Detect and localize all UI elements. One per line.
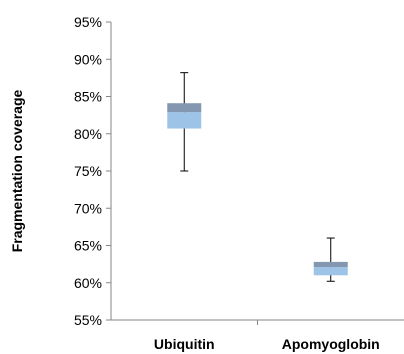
x-category-label: Ubiquitin (154, 336, 215, 352)
box-upper-quartile (313, 261, 348, 268)
y-tick-label: 70% (74, 200, 102, 216)
axis-layer (110, 22, 404, 321)
y-tick-label: 90% (74, 51, 102, 67)
x-category-labels: Ubiquitin Apomyoglobin (154, 336, 380, 352)
y-tick-label: 65% (74, 238, 102, 254)
box-lower-quartile (167, 112, 202, 129)
y-tick-label: 80% (74, 126, 102, 142)
y-tick-label: 75% (74, 163, 102, 179)
y-tick-label: 95% (74, 14, 102, 30)
box-upper-quartile (167, 103, 202, 113)
y-ticks: 55% 60% 65% 70% 75% 80% 85% 90% 95% (74, 14, 111, 328)
boxes (167, 72, 348, 325)
y-tick-label: 55% (74, 312, 102, 328)
x-category-label: Apomyoglobin (282, 336, 380, 352)
y-tick-label: 85% (74, 89, 102, 105)
y-tick-label: 60% (74, 275, 102, 291)
y-axis-title: Fragmentation coverage (9, 89, 25, 252)
box-lower-quartile (313, 267, 348, 276)
